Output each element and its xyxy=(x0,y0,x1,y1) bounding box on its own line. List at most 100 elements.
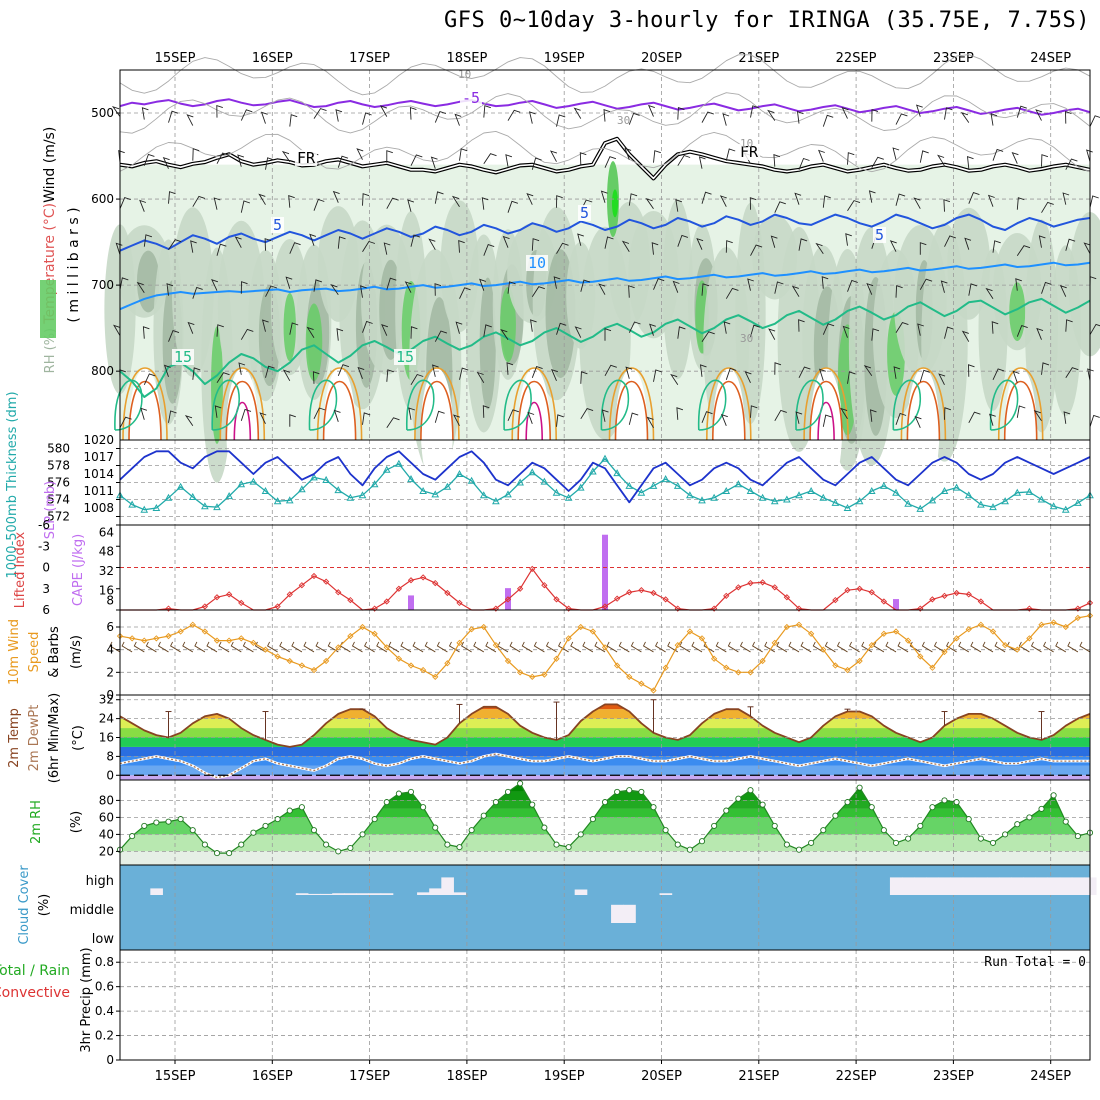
thickness-point xyxy=(831,498,840,506)
lifted-index-point xyxy=(977,598,985,605)
clear-zone xyxy=(1004,368,1037,492)
rh2m-point xyxy=(711,822,718,829)
wind-barb xyxy=(1067,641,1079,653)
isotherm-loop xyxy=(600,379,630,431)
thickness-point xyxy=(176,482,185,490)
lifted-index-point xyxy=(347,596,354,604)
slp-y-ticks: 1008 1011 1014 1017 1020 xyxy=(83,433,114,515)
temp-band xyxy=(120,718,1090,729)
cloud-level-label: high xyxy=(86,874,114,889)
thickness-point xyxy=(370,480,379,488)
wind-barb xyxy=(1041,281,1052,294)
thickness-point xyxy=(128,500,136,508)
y-tick-label: 8 xyxy=(106,749,114,763)
rh2m-point xyxy=(941,797,948,804)
wind-barb xyxy=(168,330,180,342)
lifted-index-point xyxy=(383,598,390,605)
wind-barb xyxy=(216,152,229,164)
wind-barb xyxy=(362,320,373,333)
rh2m-point xyxy=(771,822,778,829)
wind-barb xyxy=(362,112,372,125)
wind-barb xyxy=(647,104,655,117)
lifted-index-point xyxy=(504,596,512,603)
cloud-cell xyxy=(986,877,1000,895)
cloud-cell xyxy=(356,893,370,895)
wind-barb xyxy=(919,242,927,255)
wind-barb xyxy=(992,240,1001,253)
thickness-point xyxy=(649,481,658,489)
wind-speed-point xyxy=(820,646,827,653)
thickness-point xyxy=(673,481,682,489)
y-tick-label: 80 xyxy=(99,793,114,807)
wind-barb xyxy=(360,285,367,298)
thickness-point xyxy=(783,495,791,503)
y-tick-label: 0.2 xyxy=(95,1029,114,1043)
wind-barb xyxy=(556,414,564,427)
lifted-index-point xyxy=(953,589,960,597)
wind-barb xyxy=(119,197,131,209)
thickness-point xyxy=(540,477,549,485)
rh2m-point xyxy=(310,827,318,834)
rh2m-point xyxy=(892,839,900,846)
wind-barb xyxy=(940,280,948,293)
wind-barb xyxy=(628,321,641,333)
rh2m-point xyxy=(1002,831,1009,838)
isotherm-loop xyxy=(997,367,1044,441)
wind-speed-point xyxy=(674,641,681,649)
thickness-point xyxy=(298,485,306,493)
temp-band xyxy=(120,709,1090,719)
wind-barb xyxy=(240,200,251,213)
wind-speed-point xyxy=(1062,623,1069,631)
contour-label-bg xyxy=(295,150,317,166)
thickness-point xyxy=(686,491,694,499)
isotherm-loop xyxy=(697,379,727,431)
wind-barb xyxy=(968,411,981,424)
cloud-cell xyxy=(950,877,964,895)
wind-barb xyxy=(822,414,832,427)
wind-barb xyxy=(448,641,460,653)
wind-speed-point xyxy=(892,628,900,635)
rh2m-point xyxy=(674,841,681,848)
wind-barb xyxy=(315,641,327,653)
wind-ylabel-a: 10m Wind xyxy=(7,619,22,685)
wind-speed-point xyxy=(262,646,269,653)
wind-barb xyxy=(773,154,781,167)
date-label: 15SEP xyxy=(155,1069,196,1084)
lifted-index-point xyxy=(310,572,318,580)
slp-line xyxy=(119,450,1091,504)
wind-barb xyxy=(333,409,341,422)
run-total-label: Run Total = 0 xyxy=(984,955,1086,970)
value-gridlines xyxy=(120,112,1090,372)
cloud-cell xyxy=(1023,877,1036,895)
wind-barb xyxy=(770,235,778,248)
dewpoint-series xyxy=(119,752,1090,779)
thickness-point xyxy=(770,497,779,505)
y-tick-label: -3 xyxy=(38,539,50,553)
cloud-unit: (%) xyxy=(37,894,52,917)
temp-band xyxy=(120,728,1090,738)
clear-zone xyxy=(518,368,551,492)
wind-barb xyxy=(459,367,469,380)
contour-label: 5 xyxy=(580,204,589,222)
x-ticks-bottom xyxy=(174,1060,1052,1064)
wind-barb xyxy=(461,641,472,653)
wind-barb xyxy=(893,366,901,379)
wind-barb xyxy=(476,371,485,384)
rh-blob xyxy=(612,189,618,218)
contour-label: 15 xyxy=(396,348,414,366)
wind-barb xyxy=(434,111,447,123)
wind-barb xyxy=(240,281,248,294)
wind-barb xyxy=(259,412,267,424)
wind-speed-point xyxy=(589,628,597,635)
lifted-index-point xyxy=(626,589,633,596)
thickness-point xyxy=(285,496,294,504)
wind-barb xyxy=(873,641,885,653)
wind-barb xyxy=(264,238,272,251)
thickness-point xyxy=(819,493,828,501)
lifted-index-point xyxy=(335,589,342,596)
wind-barb xyxy=(653,278,665,290)
wind-barb xyxy=(722,113,730,126)
date-labels-bottom: 15SEP 16SEP 17SEP 18SEP 19SEP 20SEP 21SEP 22SEP… xyxy=(155,1069,1072,1084)
wind-barb xyxy=(842,325,850,338)
